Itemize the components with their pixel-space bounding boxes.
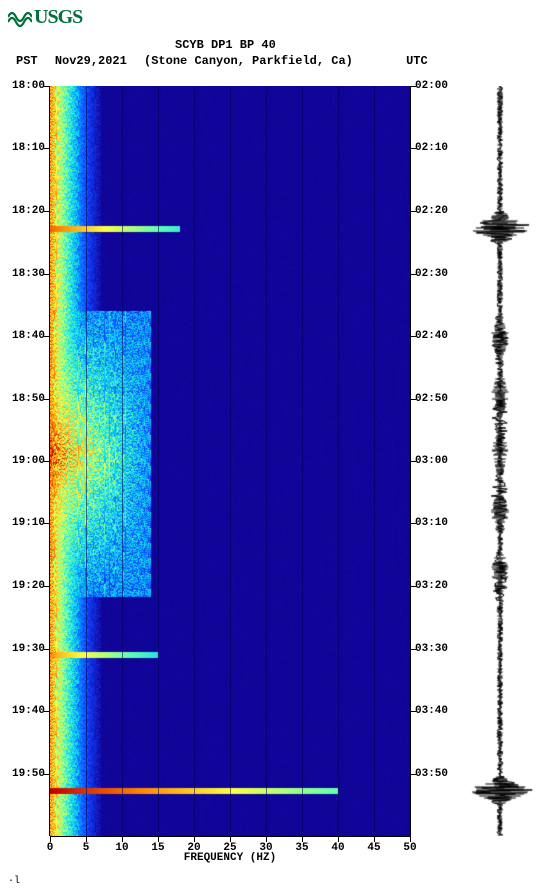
y-left-tick <box>44 148 50 149</box>
gridline-v <box>122 86 123 836</box>
y-right-tick <box>410 523 416 524</box>
tz-right-label: UTC <box>406 54 428 68</box>
x-tick-label: 45 <box>367 842 380 854</box>
gridline-v <box>230 86 231 836</box>
gridline-v <box>374 86 375 836</box>
usgs-wave-icon <box>8 8 32 28</box>
y-right-tick-label: 03:20 <box>415 580 448 592</box>
usgs-logo: USGS <box>8 6 82 29</box>
location-label: (Stone Canyon, Parkfield, Ca) <box>144 54 353 68</box>
y-left-tick <box>44 711 50 712</box>
seismogram-canvas <box>460 86 540 836</box>
y-left-tick <box>44 274 50 275</box>
gridline-v <box>338 86 339 836</box>
x-tick-label: 35 <box>295 842 308 854</box>
y-left-tick-label: 18:50 <box>12 393 45 405</box>
tz-left-label: PST <box>16 54 38 68</box>
y-left-tick-label: 19:00 <box>12 455 45 467</box>
y-right-tick-label: 02:00 <box>415 80 448 92</box>
y-right-tick <box>410 649 416 650</box>
y-right-tick-label: 02:10 <box>415 142 448 154</box>
y-left-tick <box>44 336 50 337</box>
y-left-tick <box>44 399 50 400</box>
chart-title-line2: PST Nov29,2021 (Stone Canyon, Parkfield,… <box>0 54 552 68</box>
y-right-tick-label: 02:30 <box>415 268 448 280</box>
y-left-tick-label: 18:40 <box>12 330 45 342</box>
x-tick-label: 20 <box>187 842 200 854</box>
station-code: SCYB DP1 BP 40 <box>175 38 276 52</box>
y-left-tick-label: 19:10 <box>12 517 45 529</box>
y-left-tick-label: 18:30 <box>12 268 45 280</box>
y-right-tick <box>410 586 416 587</box>
y-left-tick-label: 19:50 <box>12 768 45 780</box>
x-tick-label: 25 <box>223 842 236 854</box>
y-right-tick-label: 03:10 <box>415 517 448 529</box>
gridline-v <box>302 86 303 836</box>
x-tick-label: 50 <box>403 842 416 854</box>
y-right-tick <box>410 211 416 212</box>
gridline-v <box>86 86 87 836</box>
x-tick-label: 0 <box>47 842 54 854</box>
y-left-tick-label: 18:00 <box>12 80 45 92</box>
date-label: Nov29,2021 <box>55 54 127 68</box>
y-left-tick-label: 19:40 <box>12 705 45 717</box>
y-left-tick <box>44 649 50 650</box>
y-left-tick-label: 18:20 <box>12 205 45 217</box>
y-left-tick <box>44 586 50 587</box>
y-left-tick-label: 19:20 <box>12 580 45 592</box>
y-left-tick <box>44 774 50 775</box>
y-right-tick-label: 02:40 <box>415 330 448 342</box>
y-left-tick-label: 19:30 <box>12 643 45 655</box>
gridline-v <box>194 86 195 836</box>
y-right-tick <box>410 336 416 337</box>
y-right-tick-label: 03:30 <box>415 643 448 655</box>
y-right-tick-label: 03:50 <box>415 768 448 780</box>
y-right-tick <box>410 711 416 712</box>
y-right-tick <box>410 148 416 149</box>
chart-title-line1: SCYB DP1 BP 40 <box>0 38 552 52</box>
x-tick-label: 15 <box>151 842 164 854</box>
y-left-tick <box>44 523 50 524</box>
y-right-tick-label: 03:40 <box>415 705 448 717</box>
x-tick-label: 10 <box>115 842 128 854</box>
footnote: ·l <box>8 876 20 887</box>
y-right-tick <box>410 461 416 462</box>
y-right-tick-label: 02:50 <box>415 393 448 405</box>
y-right-tick-label: 02:20 <box>415 205 448 217</box>
y-right-tick <box>410 274 416 275</box>
y-left-tick <box>44 461 50 462</box>
gridline-v <box>266 86 267 836</box>
seismogram-plot <box>460 86 540 836</box>
y-right-tick <box>410 86 416 87</box>
x-tick-label: 30 <box>259 842 272 854</box>
y-right-tick <box>410 774 416 775</box>
gridline-v <box>158 86 159 836</box>
y-left-tick-label: 18:10 <box>12 142 45 154</box>
usgs-logo-text: USGS <box>34 6 82 29</box>
y-right-tick-label: 03:00 <box>415 455 448 467</box>
x-tick-label: 40 <box>331 842 344 854</box>
x-tick-label: 5 <box>83 842 90 854</box>
y-right-tick <box>410 399 416 400</box>
y-left-tick <box>44 211 50 212</box>
y-left-tick <box>44 86 50 87</box>
